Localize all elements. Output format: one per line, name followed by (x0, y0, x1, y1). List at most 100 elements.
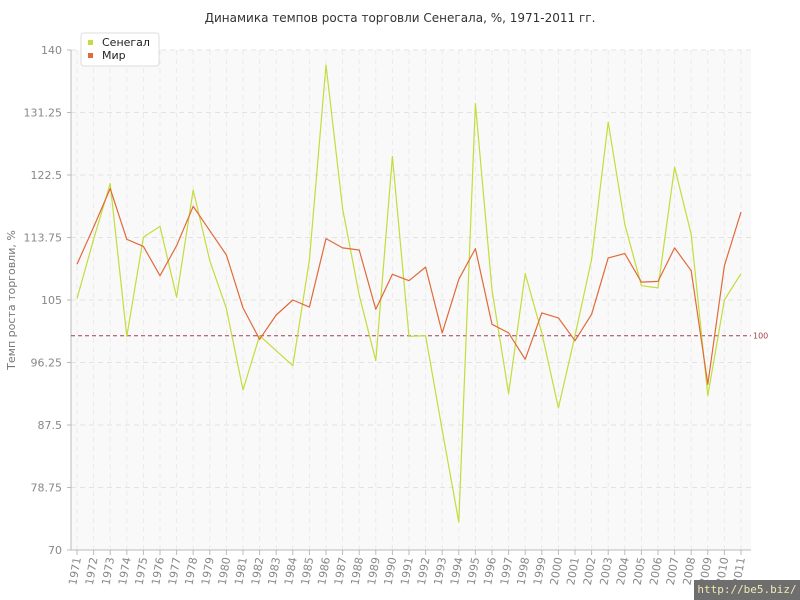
data-point[interactable] (673, 166, 676, 169)
watermark-link[interactable]: http://be5.biz/ (694, 580, 800, 600)
data-point[interactable] (673, 246, 676, 249)
data-point[interactable] (540, 331, 543, 334)
data-point[interactable] (125, 238, 128, 241)
data-point[interactable] (557, 316, 560, 319)
data-point[interactable] (374, 359, 377, 362)
series-line-1[interactable] (76, 64, 742, 523)
data-point[interactable] (723, 298, 726, 301)
data-point[interactable] (391, 273, 394, 276)
data-point[interactable] (590, 258, 593, 261)
data-point[interactable] (374, 308, 377, 311)
data-point[interactable] (175, 296, 178, 299)
data-point[interactable] (241, 388, 244, 391)
data-point[interactable] (92, 226, 95, 229)
reference-line-group: 100 (71, 332, 768, 341)
data-point[interactable] (424, 266, 427, 269)
data-point[interactable] (225, 253, 228, 256)
data-point[interactable] (92, 238, 95, 241)
data-point[interactable] (358, 248, 361, 251)
y-tick-label: 131.25 (24, 107, 63, 120)
data-point[interactable] (424, 334, 427, 337)
data-point[interactable] (706, 383, 709, 386)
x-tick-label: 2004 (614, 556, 632, 586)
data-point[interactable] (208, 259, 211, 262)
x-tick-label: 1989 (365, 556, 383, 586)
x-tick-label: 1987 (332, 556, 350, 586)
x-tick-label: 1979 (199, 556, 217, 586)
data-point[interactable] (656, 286, 659, 289)
data-point[interactable] (158, 225, 161, 228)
data-point[interactable] (457, 521, 460, 524)
data-point[interactable] (407, 335, 410, 338)
data-point[interactable] (324, 237, 327, 240)
data-point[interactable] (441, 428, 444, 431)
data-point[interactable] (623, 252, 626, 255)
data-point[interactable] (275, 349, 278, 352)
data-point[interactable] (474, 102, 477, 105)
x-tick-label: 1994 (448, 556, 466, 586)
data-point[interactable] (739, 272, 742, 275)
data-point[interactable] (158, 274, 161, 277)
data-point[interactable] (192, 205, 195, 208)
x-tick-label: 1976 (149, 556, 167, 586)
data-point[interactable] (607, 121, 610, 124)
data-point[interactable] (324, 63, 327, 66)
data-point[interactable] (308, 306, 311, 309)
data-point[interactable] (690, 269, 693, 272)
data-point[interactable] (573, 339, 576, 342)
data-point[interactable] (341, 207, 344, 210)
data-point[interactable] (291, 298, 294, 301)
data-point[interactable] (308, 258, 311, 261)
series-line-2[interactable] (76, 188, 742, 385)
data-point[interactable] (739, 211, 742, 214)
x-tick-label: 1988 (348, 556, 366, 586)
data-point[interactable] (573, 334, 576, 337)
data-point[interactable] (590, 313, 593, 316)
data-point[interactable] (208, 229, 211, 232)
data-point[interactable] (275, 313, 278, 316)
data-point[interactable] (524, 272, 527, 275)
data-point[interactable] (656, 280, 659, 283)
data-point[interactable] (341, 246, 344, 249)
data-point[interactable] (192, 188, 195, 191)
data-point[interactable] (640, 281, 643, 284)
data-point[interactable] (441, 331, 444, 334)
data-point[interactable] (507, 392, 510, 395)
data-point[interactable] (490, 323, 493, 326)
data-point[interactable] (142, 245, 145, 248)
data-point[interactable] (474, 247, 477, 250)
data-point[interactable] (723, 264, 726, 267)
data-point[interactable] (109, 187, 112, 190)
data-point[interactable] (125, 335, 128, 338)
data-point[interactable] (540, 311, 543, 314)
x-tick-label: 2003 (597, 556, 615, 586)
data-point[interactable] (241, 306, 244, 309)
x-tick-label: 1991 (398, 556, 416, 586)
data-point[interactable] (358, 293, 361, 296)
data-point[interactable] (407, 279, 410, 282)
data-point[interactable] (706, 394, 709, 397)
x-tick-label: 2006 (647, 556, 665, 586)
x-tick-label: 1985 (299, 556, 317, 586)
data-point[interactable] (457, 278, 460, 281)
data-point[interactable] (607, 256, 610, 259)
data-point[interactable] (623, 223, 626, 226)
data-point[interactable] (490, 288, 493, 291)
data-point[interactable] (291, 364, 294, 367)
data-point[interactable] (258, 338, 261, 341)
data-point[interactable] (142, 236, 145, 239)
data-point[interactable] (109, 182, 112, 185)
data-point[interactable] (175, 244, 178, 247)
data-point[interactable] (225, 307, 228, 310)
data-point[interactable] (75, 263, 78, 266)
x-tick-label: 2001 (564, 556, 582, 586)
data-point[interactable] (524, 358, 527, 361)
data-point[interactable] (391, 155, 394, 158)
data-point[interactable] (640, 284, 643, 287)
data-point[interactable] (557, 406, 560, 409)
data-point[interactable] (75, 297, 78, 300)
data-point[interactable] (507, 331, 510, 334)
data-point[interactable] (690, 233, 693, 236)
